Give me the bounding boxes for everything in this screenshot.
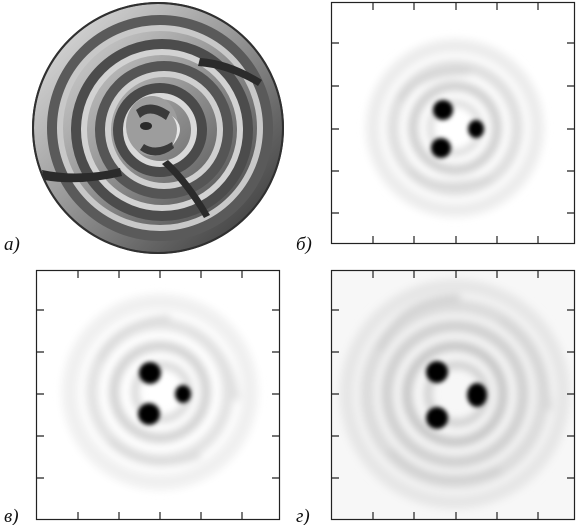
panel-label-b: б)	[296, 234, 312, 255]
intensity-panel-d	[330, 269, 576, 521]
spot	[431, 138, 451, 158]
intensity-spots-d	[426, 361, 487, 429]
frame-d	[330, 269, 576, 521]
frame-c	[35, 269, 281, 521]
spot	[426, 407, 448, 429]
spot	[468, 120, 484, 138]
panel-label-a: а)	[4, 234, 20, 255]
phase-mask-core	[126, 96, 180, 156]
panel-label-d: г)	[296, 506, 310, 525]
phase-mask-panel	[32, 2, 284, 254]
spot	[138, 403, 160, 425]
intensity-panel-c	[35, 269, 281, 521]
spot	[175, 385, 191, 403]
intensity-spots-b	[431, 100, 484, 158]
phase-mask-dislocations	[42, 58, 262, 218]
intensity-panel-b	[330, 1, 576, 245]
phase-mask-rings	[47, 15, 273, 241]
frame-b	[330, 1, 576, 245]
spot	[426, 361, 448, 383]
spot	[467, 383, 487, 407]
spot	[139, 362, 161, 384]
spot	[433, 100, 453, 120]
intensity-spots-c	[138, 362, 191, 425]
panel-label-c: в)	[4, 506, 19, 525]
